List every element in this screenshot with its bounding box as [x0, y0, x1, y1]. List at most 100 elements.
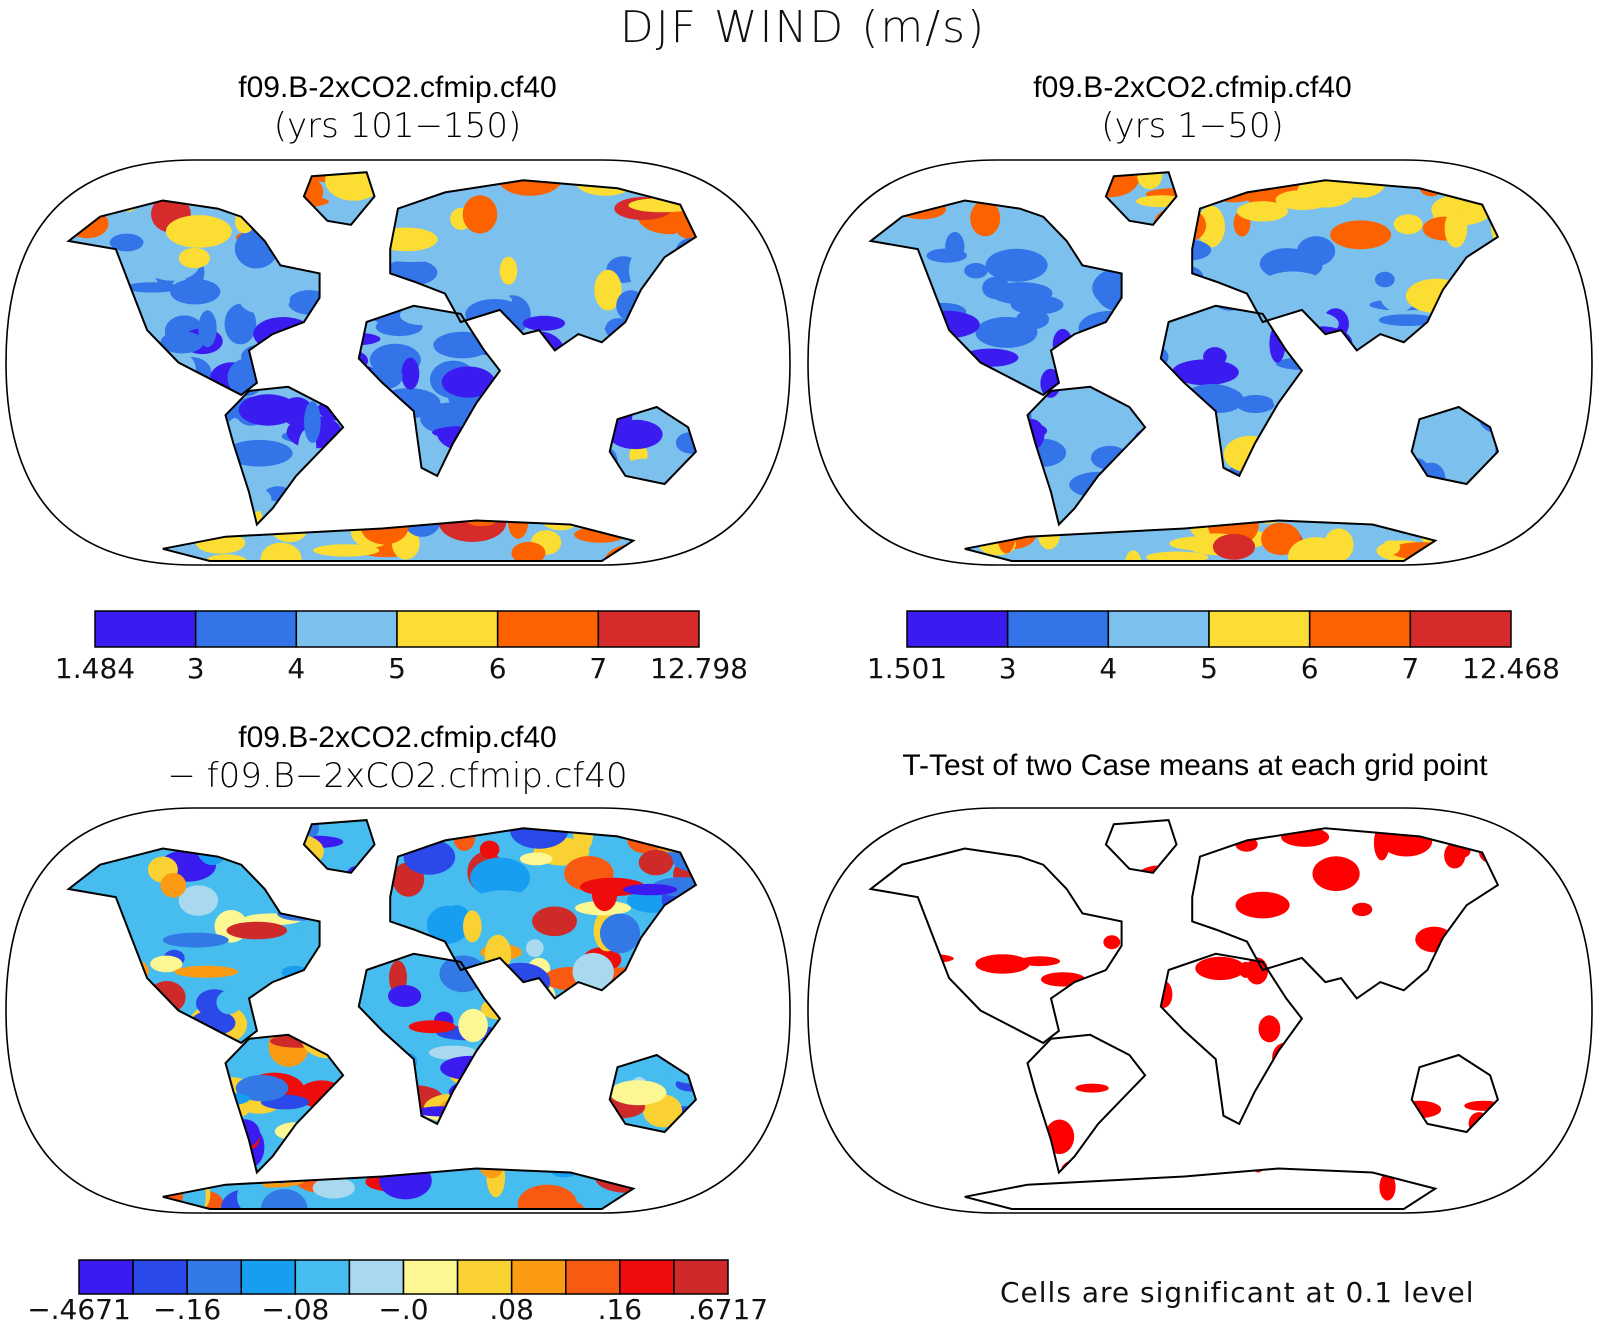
tl-colorbar-tick-label: 6	[488, 652, 507, 685]
top-right-north-america-outline	[868, 199, 1123, 397]
bottom-left-colorbar-swatch	[402, 1259, 459, 1295]
bottom-left-colorbar-swatch	[565, 1259, 621, 1295]
top-right-colorbar-swatch	[1409, 610, 1512, 648]
bl-colorbar-tick-label: .6717	[687, 1293, 769, 1326]
tr-colorbar-tick-label: 3	[998, 652, 1017, 685]
top-left-eurasia-outline	[389, 179, 698, 352]
bottom-left-greenland-outline	[302, 819, 376, 874]
tl-colorbar-tick-label: 4	[287, 652, 306, 685]
bottom-right-north-america-outline	[868, 847, 1123, 1045]
top-left-colorbar-labels: 1.484 3 4 5 6 7 12.798	[0, 652, 795, 688]
bl-colorbar-tick-label: .08	[489, 1293, 534, 1326]
tr-colorbar-tick-label: 6	[1300, 652, 1319, 685]
bl-colorbar-tick-label: −.16	[153, 1293, 222, 1326]
bottom-right-greenland-outline	[1104, 819, 1178, 874]
top-right-africa-outline	[1159, 304, 1304, 478]
top-right-colorbar-swatch	[1107, 610, 1210, 648]
top-left-title-line2: (yrs 101−150)	[273, 106, 522, 146]
bottom-left-colorbar-labels: −.4671 −.16 −.08 −.0 .08 .16 .6717	[0, 1293, 795, 1329]
bottom-left-colorbar-swatch	[186, 1259, 243, 1295]
top-left-colorbar-swatch	[597, 610, 700, 648]
figure-title: DJF WIND (m/s)	[619, 2, 987, 53]
bl-colorbar-tick-label: −.08	[261, 1293, 330, 1326]
top-right-antarctica-outline	[964, 519, 1438, 562]
tr-colorbar-tick-label: 1.501	[866, 652, 948, 685]
top-left-colorbar-swatch	[94, 610, 197, 648]
top-right-greenland-outline	[1104, 171, 1178, 226]
bottom-left-colorbar-swatch	[510, 1259, 567, 1295]
top-left-title: f09.B-2xCO2.cfmip.cf40 (yrs 101−150)	[0, 70, 795, 146]
significance-note: Cells are significant at 0.1 level	[1000, 1276, 1475, 1309]
top-left-africa-outline	[357, 304, 502, 478]
top-right-field	[870, 172, 1498, 561]
top-left-colorbar-swatch	[295, 610, 398, 648]
top-right-colorbar-swatch	[1006, 610, 1110, 648]
top-right-map-border	[807, 159, 1593, 566]
top-right-australia-outline	[1410, 405, 1500, 486]
top-left-colorbar-swatch	[396, 610, 499, 648]
bottom-left-africa-outline	[357, 952, 502, 1126]
bottom-left-australia-outline	[608, 1053, 698, 1134]
bl-colorbar-tick-label: −.4671	[27, 1293, 131, 1326]
tl-colorbar-tick-label: 5	[388, 652, 406, 685]
top-left-title-line1: f09.B-2xCO2.cfmip.cf40	[238, 71, 557, 104]
bl-colorbar-tick-label: −.0	[378, 1293, 429, 1326]
bottom-right-eurasia-outline	[1191, 827, 1500, 1000]
bl-colorbar-tick-label: .16	[597, 1293, 643, 1326]
bottom-right-map-border	[807, 807, 1593, 1214]
tl-colorbar-tick-label: 1.484	[54, 652, 136, 685]
bottom-right-australia-outline	[1410, 1053, 1500, 1134]
top-right-colorbar-labels: 1.501 3 4 5 6 7 12.468	[0, 652, 1606, 688]
tr-colorbar-tick-label: 4	[1099, 652, 1118, 685]
bottom-right-field	[870, 820, 1498, 1209]
bottom-left-colorbar-swatch	[673, 1259, 729, 1295]
top-right-colorbar-swatch	[906, 610, 1009, 648]
bottom-left-field	[68, 820, 696, 1209]
top-right-eurasia-outline	[1191, 179, 1500, 352]
bottom-right-title-line1: T-Test of two Case means at each grid po…	[902, 749, 1488, 782]
bottom-left-title: f09.B-2xCO2.cfmip.cf40 − f09.B−2xCO2.cfm…	[0, 720, 795, 796]
tr-colorbar-tick-label: 7	[1401, 652, 1420, 685]
bottom-left-colorbar-swatch	[619, 1259, 675, 1295]
bottom-right-antarctica-outline	[964, 1167, 1438, 1210]
bottom-left-colorbar-swatch	[240, 1259, 297, 1295]
bottom-left-antarctica-outline	[162, 1167, 636, 1210]
bottom-left-colorbar-swatch	[294, 1259, 351, 1295]
top-right-map	[807, 159, 1593, 566]
top-right-south-america-outline	[1026, 385, 1147, 527]
top-left-north-america-outline	[66, 199, 321, 397]
top-right-colorbar-swatch	[1308, 610, 1412, 648]
bottom-left-title-line2: − f09.B−2xCO2.cfmip.cf40	[167, 756, 628, 796]
tr-colorbar-tick-label: 5	[1200, 652, 1218, 685]
bottom-right-south-america-outline	[1026, 1033, 1147, 1175]
top-left-greenland-outline	[302, 171, 376, 226]
bottom-left-colorbar-swatch	[348, 1259, 405, 1295]
top-left-map	[5, 159, 791, 566]
bottom-left-colorbar-swatch	[456, 1259, 513, 1295]
top-right-colorbar-swatch	[1208, 610, 1311, 648]
bottom-left-colorbar-swatch	[78, 1259, 134, 1295]
top-left-colorbar	[94, 610, 700, 648]
bottom-left-colorbar-swatch	[132, 1259, 188, 1295]
bottom-left-title-line1: f09.B-2xCO2.cfmip.cf40	[238, 721, 557, 754]
top-left-antarctica-outline	[162, 519, 636, 562]
top-left-south-america-outline	[224, 385, 345, 527]
bottom-left-south-america-outline	[224, 1033, 345, 1175]
bottom-left-colorbar	[78, 1259, 729, 1295]
top-left-australia-outline	[608, 405, 698, 486]
tl-colorbar-tick-label: 12.798	[650, 652, 748, 685]
bottom-right-map	[807, 807, 1593, 1214]
tl-colorbar-tick-label: 7	[589, 652, 608, 685]
tr-colorbar-tick-label: 12.468	[1462, 652, 1560, 685]
top-left-colorbar-swatch	[194, 610, 298, 648]
bottom-right-africa-outline	[1159, 952, 1304, 1126]
bottom-right-title: T-Test of two Case means at each grid po…	[795, 748, 1595, 784]
top-right-colorbar	[906, 610, 1512, 648]
top-left-colorbar-swatch	[496, 610, 600, 648]
tl-colorbar-tick-label: 3	[186, 652, 205, 685]
bottom-left-eurasia-outline	[389, 827, 698, 1000]
top-right-title-line1: f09.B-2xCO2.cfmip.cf40	[1033, 71, 1352, 104]
bottom-left-map-border	[5, 807, 791, 1214]
bottom-left-map	[5, 807, 791, 1214]
